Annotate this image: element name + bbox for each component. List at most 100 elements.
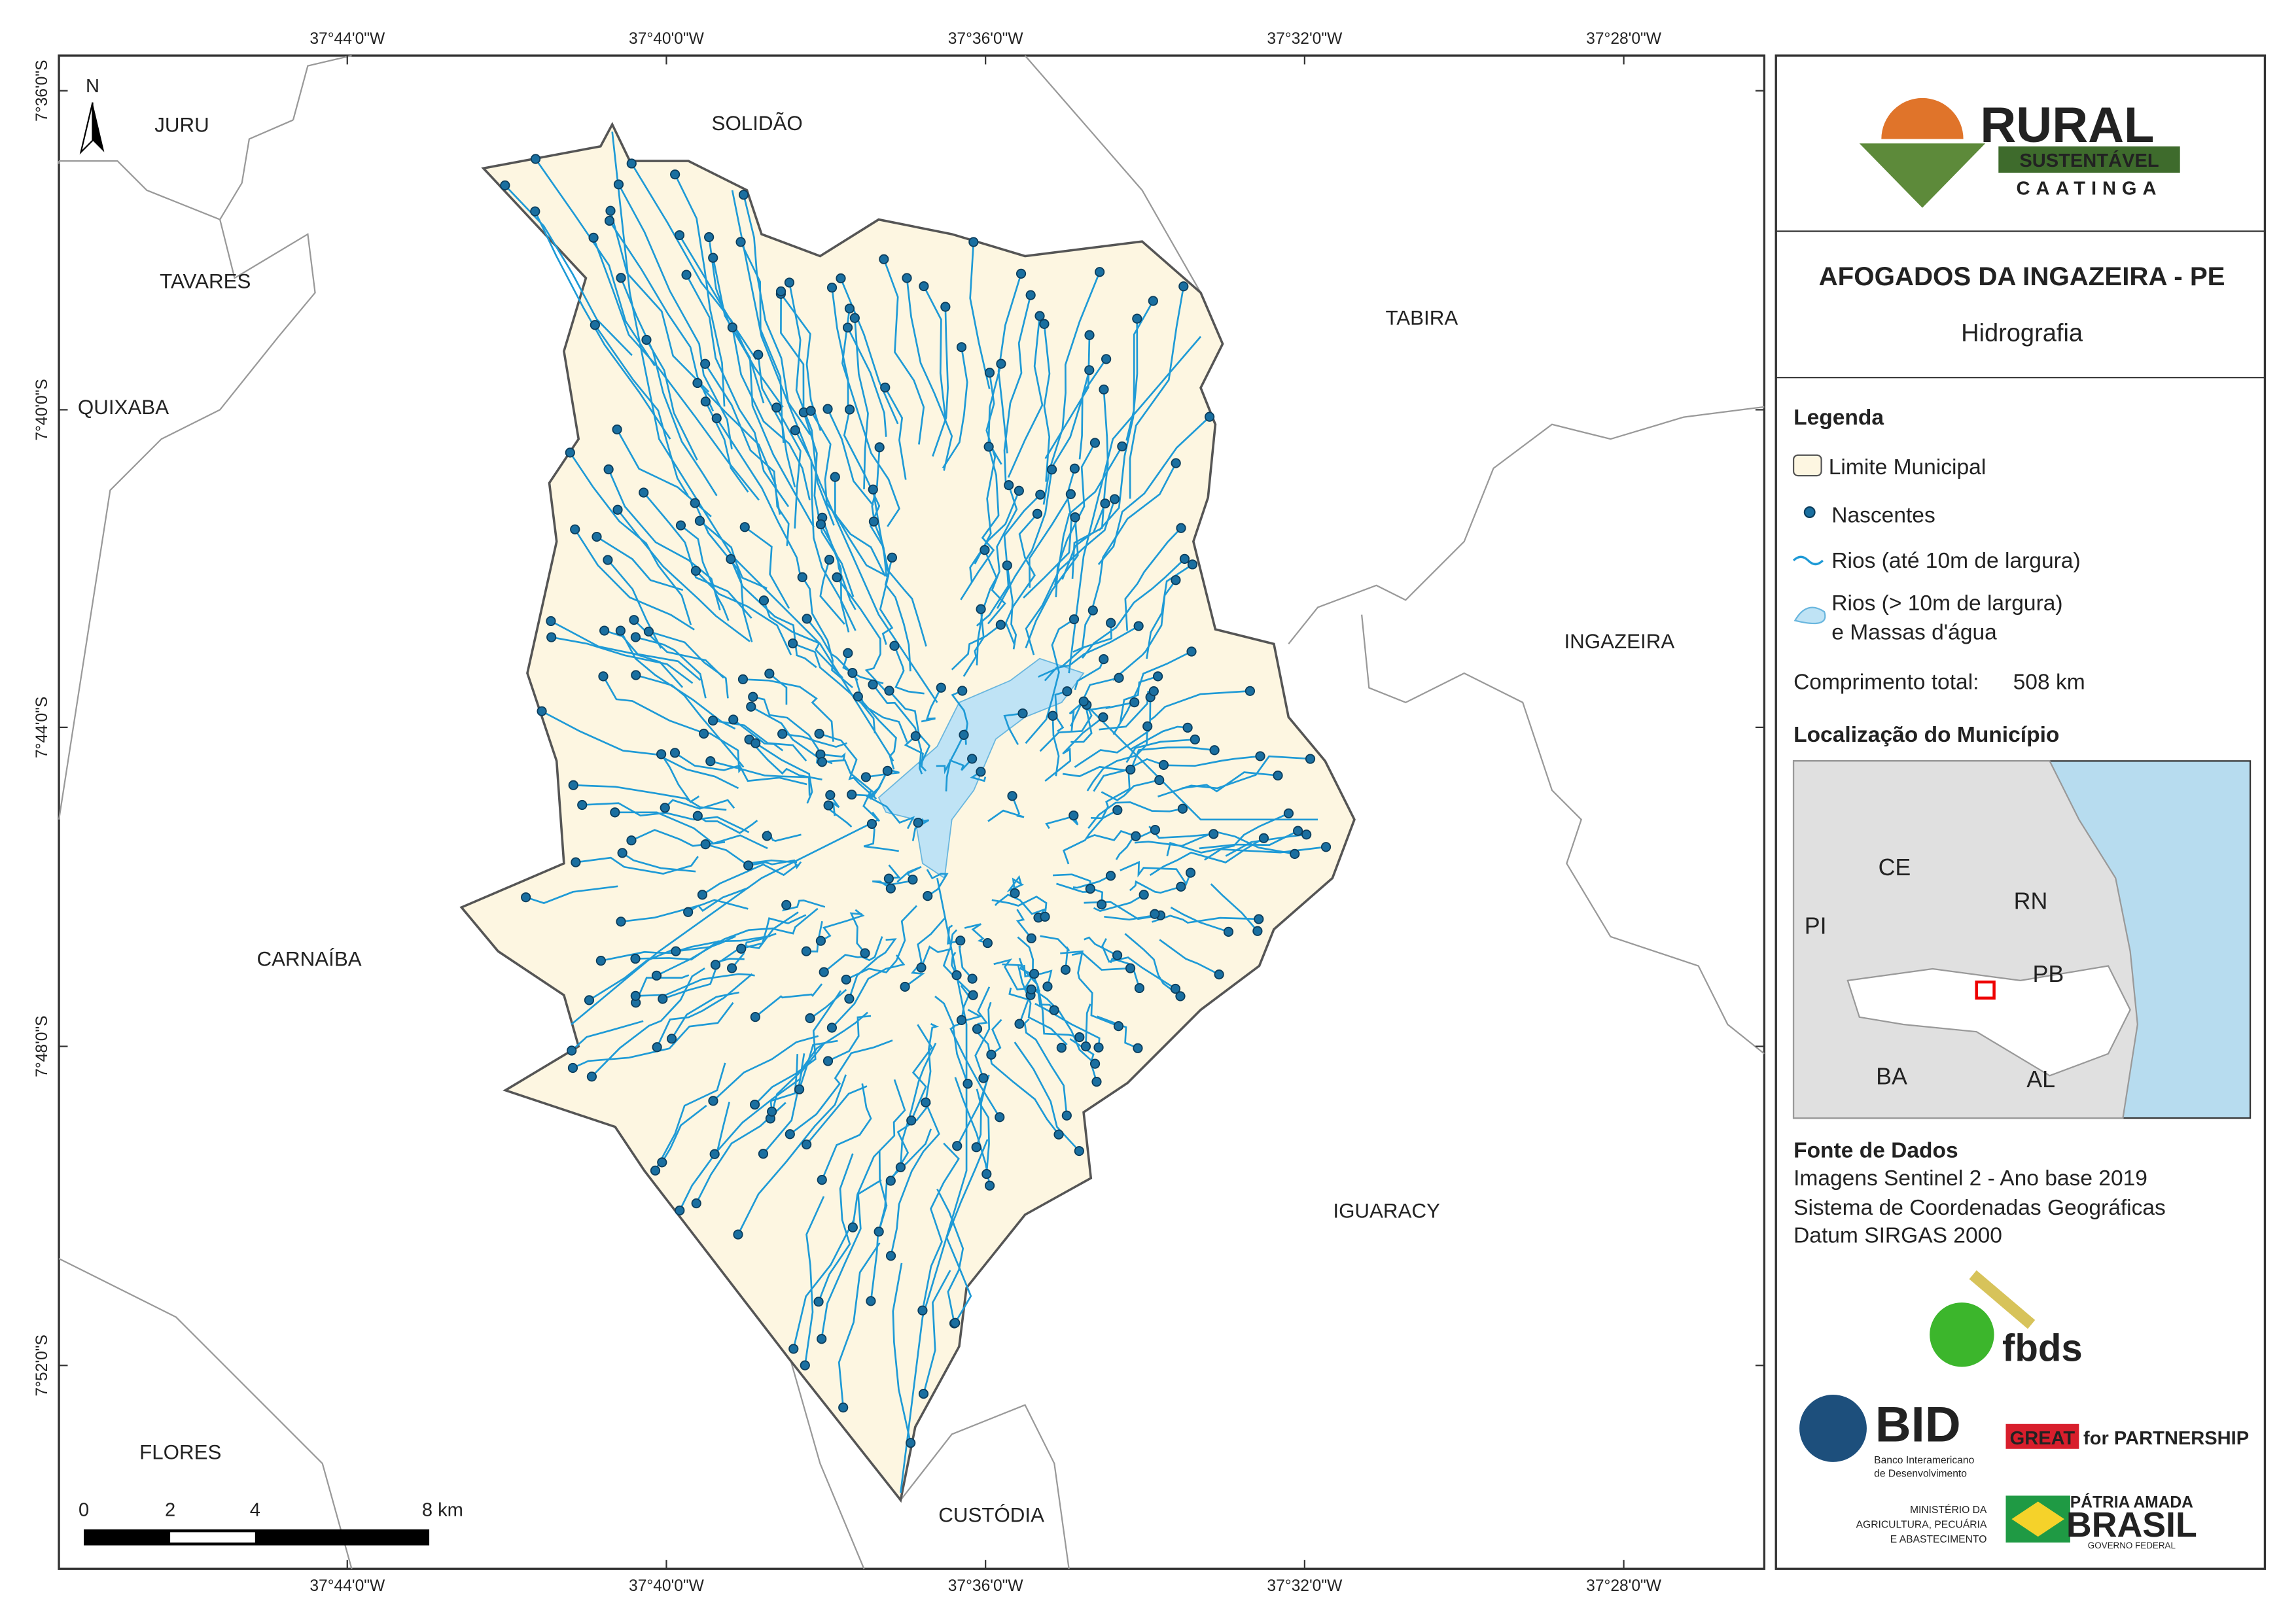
river [1112,580,1177,681]
spring [626,158,637,169]
river [805,1085,868,1145]
spring [1014,1019,1025,1029]
river [656,911,799,977]
spring [836,273,846,284]
spring [919,281,929,292]
river [951,951,958,976]
river [769,1011,868,1119]
river [792,642,876,734]
river [687,887,749,913]
spring [658,994,668,1004]
river [942,347,968,469]
longitude-label: 37°36'0"W [948,30,1024,48]
spring [1185,867,1196,878]
spring [692,377,703,389]
spring [1074,1032,1085,1043]
river [871,447,881,526]
river [973,1028,1060,1136]
spring [981,1168,992,1179]
river [963,608,985,677]
longitude-label: 37°28'0"W [1586,30,1662,48]
place-name: INGAZEIRA [1564,630,1674,653]
spring [983,442,994,452]
spring [767,1106,777,1117]
river [739,241,785,444]
spring [612,504,623,515]
springs [500,154,1332,1448]
spring [530,154,541,164]
spring [823,800,834,811]
spring [984,1180,995,1191]
spring [860,948,870,958]
spring [1049,1005,1059,1015]
river [694,502,753,642]
river [884,387,907,480]
spring [639,487,649,498]
river [679,234,757,360]
spring [906,1115,917,1126]
spring [824,554,835,565]
spring [1089,438,1101,448]
spring [1048,710,1058,721]
spring [612,424,622,435]
river [550,620,684,688]
spring [1029,968,1040,979]
river [643,492,752,619]
river [987,795,1025,822]
spring [1026,933,1036,943]
spring [1084,330,1095,340]
river [675,935,736,952]
river [575,856,699,875]
river [976,494,1041,627]
river [1006,565,1017,650]
spring [1114,672,1124,683]
spring [1080,1041,1091,1052]
spring [1042,981,1053,992]
river [821,1083,872,1181]
river [588,947,679,1002]
spring [1186,646,1197,657]
river [1129,286,1185,499]
spring [1177,803,1188,814]
river [1084,936,1118,956]
spring [656,749,667,759]
river [870,1151,888,1301]
river [997,273,1022,454]
spring [844,994,855,1004]
longitude-label: 37°40'0"W [629,30,705,48]
spring [1113,1021,1124,1032]
spring [1170,983,1181,994]
river [991,1019,1002,1056]
river [1026,984,1096,1065]
spring [885,1176,896,1186]
spring [1062,686,1072,697]
spring [1034,311,1045,321]
spring [908,874,918,885]
spring [1150,825,1161,835]
river [1101,779,1160,801]
spring [1061,1110,1072,1121]
river [616,509,751,642]
river [920,929,958,968]
river [836,576,890,695]
river [661,1104,707,1163]
river [780,291,805,416]
river [958,945,974,980]
spring [968,990,978,1000]
spring [710,960,721,970]
spring [978,1073,989,1083]
river [1061,503,1106,580]
spring [1125,764,1136,775]
spring [996,358,1006,369]
spring [916,962,927,973]
river [645,339,698,461]
river [1043,324,1051,482]
river [754,742,813,804]
river [674,174,726,407]
spring [537,706,547,716]
spring [500,180,510,190]
spring [1290,848,1300,860]
spring [921,1097,931,1108]
river [754,983,823,1018]
river [896,865,922,883]
